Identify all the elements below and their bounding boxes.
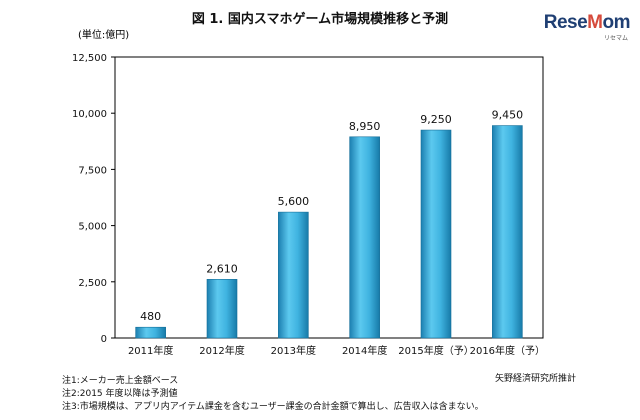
- x-category-label: 2012年度: [199, 344, 244, 357]
- bar-value-label: 8,950: [349, 120, 381, 133]
- x-category-label: 2015年度（予）: [398, 344, 473, 357]
- y-axis-unit-label: (単位:億円): [78, 28, 129, 41]
- x-category-label: 2014年度: [342, 344, 387, 357]
- footnote-3: 注3:市場規模は、アプリ内アイテム課金を含むユーザー課金の合計金額で算出し、広告…: [62, 402, 484, 412]
- chart-area: 0 2,500 5,000 7,500 10,000 12,500 480 2,610 5,6…: [72, 28, 545, 357]
- x-category-label: 2013年度: [271, 344, 316, 357]
- bar-value-label: 2,610: [206, 262, 238, 275]
- y-tick-label: 0: [101, 334, 107, 345]
- bar: [135, 326, 166, 339]
- footnotes: 注1:メーカー売上金額ベース 注2:2015 年度以降は予測値 注3:市場規模は…: [62, 375, 484, 414]
- chart-title: 図 1. 国内スマホゲーム市場規模推移と予測: [191, 12, 449, 27]
- bar-value-label: 9,250: [420, 113, 452, 126]
- bar-chart: 0 2,500 5,000 7,500 10,000 12,500 480 2,610 5,6…: [72, 28, 545, 357]
- bar: [206, 279, 238, 339]
- source-credit: 矢野経済研究所推計: [494, 374, 576, 384]
- y-tick-label: 2,500: [78, 278, 107, 289]
- y-tick-label: 12,500: [72, 53, 107, 64]
- bar: [492, 125, 523, 339]
- logo-subtext: リセマム: [603, 35, 628, 42]
- x-category-label: 2011年度: [128, 344, 173, 357]
- bar: [420, 129, 452, 339]
- bar-value-label: 9,450: [492, 109, 524, 122]
- bar-value-label: 5,600: [278, 195, 310, 208]
- resemom-logo: ReseMom: [543, 12, 631, 33]
- y-tick-label: 5,000: [78, 222, 107, 233]
- y-tick-label: 10,000: [72, 109, 107, 120]
- footnote-2: 注2:2015 年度以降は予測値: [62, 389, 178, 399]
- plot-frame: [114, 56, 544, 339]
- footnote-1: 注1:メーカー売上金額ベース: [62, 376, 179, 386]
- bar-value-label: 480: [140, 310, 161, 323]
- bar: [349, 136, 380, 339]
- y-tick-label: 7,500: [78, 165, 107, 176]
- bar: [278, 211, 309, 339]
- x-category-label: 2016年度（予）: [470, 344, 545, 357]
